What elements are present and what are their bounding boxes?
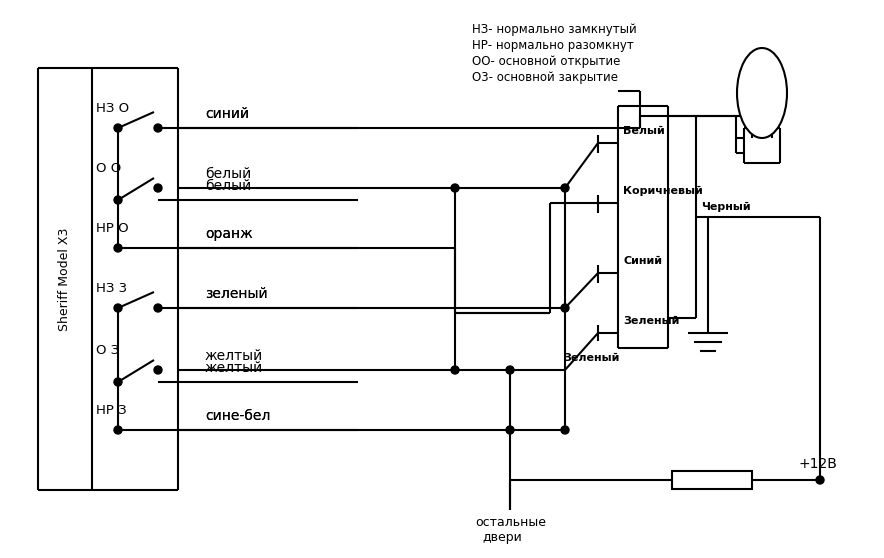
Text: сине-бел: сине-бел [205,409,271,423]
Text: О3- основной закрытие: О3- основной закрытие [472,71,618,84]
Text: НР О: НР О [96,222,129,234]
Text: сине-бел: сине-бел [205,409,271,423]
Circle shape [114,124,122,132]
Circle shape [154,366,162,374]
Text: желтый: желтый [205,349,263,363]
Circle shape [506,366,514,374]
Text: Белый: Белый [623,126,665,136]
Text: желтый: желтый [205,361,263,375]
Circle shape [154,304,162,312]
Text: НЗ- нормально замкнутый: НЗ- нормально замкнутый [472,23,636,36]
Circle shape [561,184,569,192]
Circle shape [451,366,459,374]
Circle shape [154,184,162,192]
Circle shape [114,304,122,312]
FancyBboxPatch shape [672,471,752,489]
Text: Коричневый: Коричневый [623,186,703,196]
Text: Синий: Синий [623,256,662,266]
Circle shape [506,426,514,434]
Text: Зеленый: Зеленый [563,353,620,363]
Text: двери: двери [482,532,522,545]
Text: +12В: +12В [798,457,837,471]
Circle shape [114,196,122,204]
Text: О О: О О [96,161,121,175]
Ellipse shape [737,48,787,138]
Circle shape [154,124,162,132]
Text: белый: белый [205,167,251,181]
Text: Зеленый: Зеленый [623,316,680,326]
Text: ОО- основной открытие: ОО- основной открытие [472,55,621,69]
Text: НР- нормально разомкнут: НР- нормально разомкнут [472,40,634,52]
Text: НЗ О: НЗ О [96,102,129,114]
Text: НР З: НР З [96,403,126,416]
Text: остальные: остальные [475,517,546,530]
Text: оранж: оранж [205,227,253,241]
Circle shape [114,426,122,434]
Text: белый: белый [205,179,251,193]
Circle shape [816,476,824,484]
Text: зеленый: зеленый [205,287,268,301]
Text: Sheriff Model X3: Sheriff Model X3 [58,227,72,331]
Circle shape [561,304,569,312]
Text: синий: синий [205,107,249,121]
Circle shape [561,426,569,434]
Circle shape [114,378,122,386]
Text: О З: О З [96,344,119,357]
Text: оранж: оранж [205,227,253,241]
Circle shape [451,184,459,192]
Text: зеленый: зеленый [205,287,268,301]
Text: синий: синий [205,107,249,121]
Text: НЗ 3: НЗ 3 [96,281,127,295]
Circle shape [114,244,122,252]
Text: Черный: Черный [701,202,751,212]
